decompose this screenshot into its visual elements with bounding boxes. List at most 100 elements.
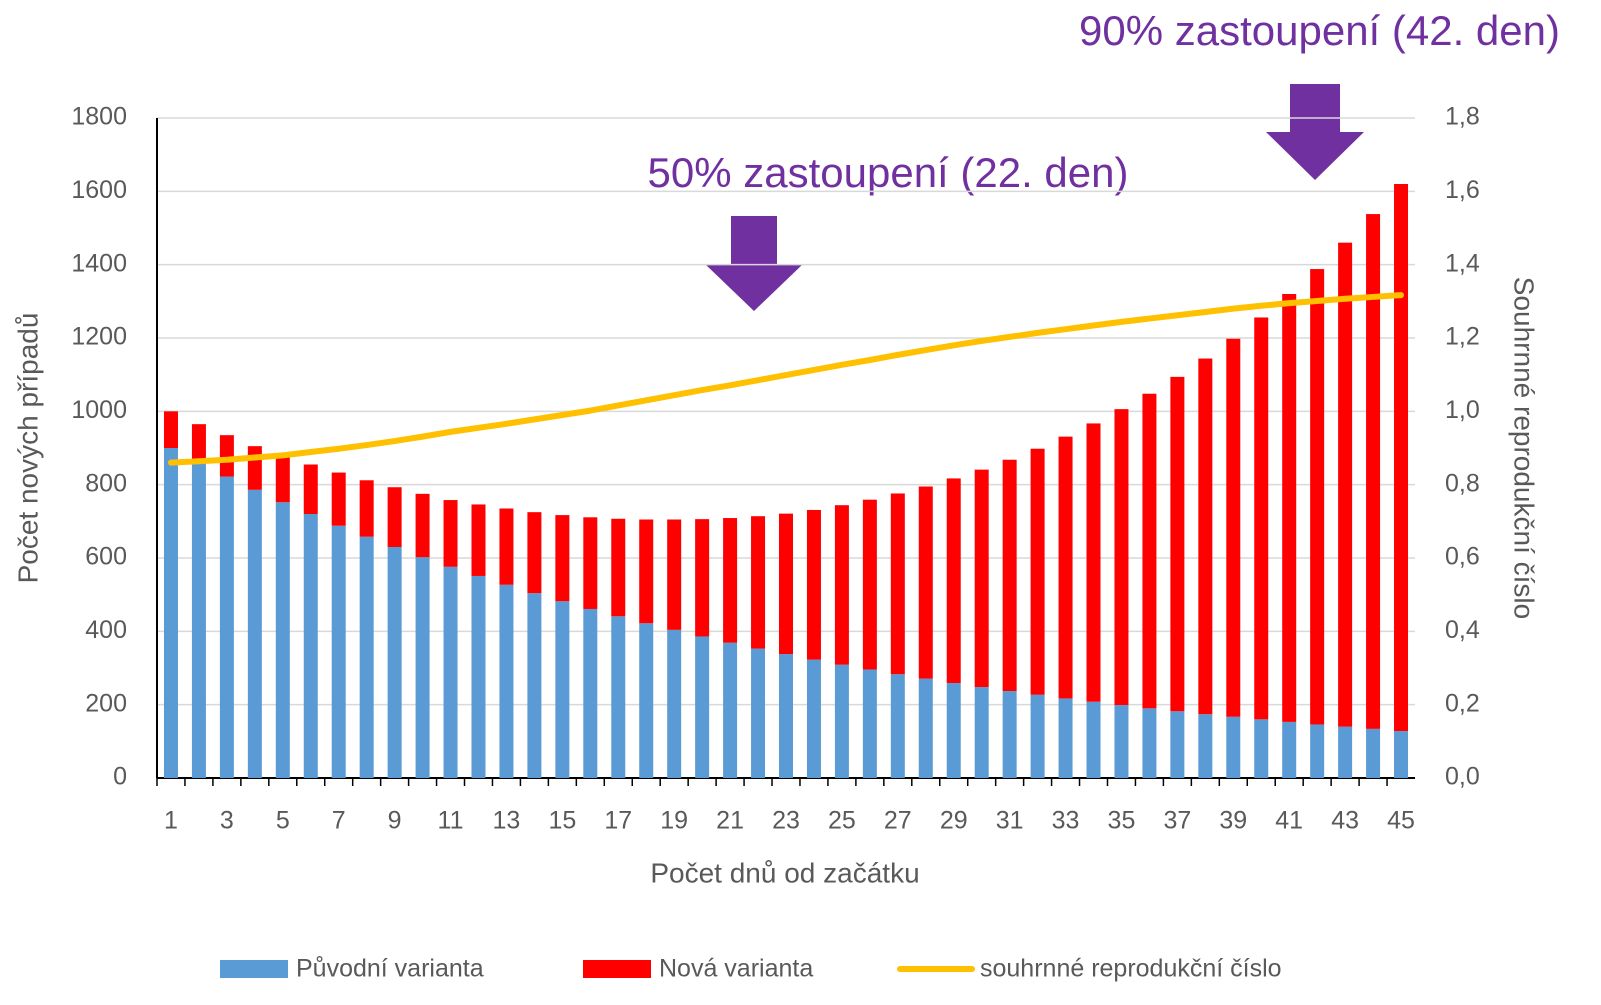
bar bbox=[163, 448, 178, 778]
x-tick-label: 17 bbox=[604, 807, 632, 835]
bar bbox=[415, 493, 430, 558]
y2-tick-label: 0,8 bbox=[1445, 469, 1480, 497]
legend-label: Původní varianta bbox=[296, 955, 484, 983]
y-tick-label: 1800 bbox=[71, 103, 127, 131]
bar bbox=[1002, 459, 1017, 692]
x-tick-label: 23 bbox=[772, 807, 800, 835]
y-tick-label: 1000 bbox=[71, 396, 127, 424]
annotation: 50% zastoupení (22. den) bbox=[648, 149, 1129, 196]
arrow bbox=[1266, 84, 1364, 180]
bar bbox=[974, 687, 989, 778]
bar bbox=[1282, 294, 1297, 722]
x-tick-label: 13 bbox=[493, 807, 521, 835]
bar bbox=[723, 642, 738, 778]
bar bbox=[1198, 358, 1213, 715]
bar bbox=[834, 664, 849, 778]
bar bbox=[443, 566, 458, 778]
y-tick-label: 0 bbox=[113, 763, 127, 791]
bar bbox=[1086, 701, 1101, 778]
x-tick-label: 11 bbox=[438, 807, 464, 835]
bar bbox=[555, 601, 570, 778]
bar bbox=[695, 636, 710, 778]
bar bbox=[331, 472, 346, 526]
x-tick-label: 9 bbox=[388, 807, 402, 835]
bar bbox=[583, 608, 598, 778]
x-tick-label: 19 bbox=[660, 807, 688, 835]
y2-tick-label: 0,4 bbox=[1445, 616, 1480, 644]
x-tick-label: 35 bbox=[1108, 807, 1136, 835]
y2-tick-label: 1,2 bbox=[1445, 323, 1480, 351]
bar bbox=[1170, 376, 1185, 712]
bar bbox=[1198, 714, 1213, 778]
legend-label: Nová varianta bbox=[659, 955, 813, 983]
x-tick-label: 21 bbox=[716, 807, 744, 835]
bar bbox=[1030, 448, 1045, 695]
bar bbox=[219, 476, 234, 778]
bar bbox=[639, 519, 654, 624]
bar bbox=[1310, 724, 1325, 778]
x-tick-label: 43 bbox=[1331, 807, 1359, 835]
bar bbox=[387, 487, 402, 547]
bar bbox=[974, 469, 989, 688]
bar bbox=[779, 513, 793, 655]
bar bbox=[1114, 705, 1129, 778]
bar bbox=[946, 683, 961, 778]
bar bbox=[751, 516, 766, 649]
bar bbox=[163, 411, 178, 448]
y-tick-label: 400 bbox=[85, 616, 127, 644]
bar bbox=[387, 547, 402, 778]
bar bbox=[331, 525, 346, 778]
bar bbox=[806, 509, 821, 660]
bar bbox=[946, 478, 961, 684]
x-tick-label: 3 bbox=[220, 807, 234, 835]
bar bbox=[862, 669, 877, 778]
bar bbox=[499, 584, 514, 778]
bar bbox=[219, 435, 234, 477]
bar bbox=[667, 519, 682, 630]
bar bbox=[1310, 269, 1325, 725]
legend-swatch bbox=[220, 960, 288, 978]
bar bbox=[1114, 409, 1129, 706]
bar bbox=[303, 514, 318, 778]
bar bbox=[1366, 728, 1381, 778]
bar bbox=[751, 648, 766, 778]
bar bbox=[1282, 721, 1297, 778]
x-tick-label: 45 bbox=[1387, 807, 1415, 835]
y-tick-label: 200 bbox=[85, 689, 127, 717]
y2-tick-label: 0,0 bbox=[1445, 763, 1480, 791]
y-tick-label: 1400 bbox=[71, 249, 127, 277]
bar bbox=[247, 489, 262, 778]
y-tick-label: 1600 bbox=[71, 176, 127, 204]
bar bbox=[1030, 694, 1045, 778]
bar bbox=[471, 575, 486, 778]
bar bbox=[1366, 214, 1381, 729]
y2-tick-label: 1,4 bbox=[1445, 249, 1480, 277]
bar bbox=[862, 499, 877, 670]
bar bbox=[415, 557, 430, 778]
y2-tick-label: 1,8 bbox=[1445, 103, 1480, 131]
bar bbox=[1170, 711, 1185, 778]
bar bbox=[1226, 716, 1241, 778]
bar bbox=[1142, 708, 1157, 778]
bar bbox=[1226, 338, 1241, 717]
bar bbox=[723, 518, 738, 643]
x-tick-label: 25 bbox=[828, 807, 856, 835]
bar bbox=[359, 536, 374, 778]
bar bbox=[779, 654, 793, 778]
bar bbox=[247, 446, 262, 490]
bar bbox=[443, 500, 458, 567]
bar bbox=[1058, 698, 1073, 778]
y2-axis-label: Souhrnné reprodukční číslo bbox=[1509, 277, 1540, 619]
bar bbox=[275, 502, 290, 778]
bar bbox=[1254, 719, 1269, 778]
bar bbox=[1254, 317, 1269, 720]
bar bbox=[890, 493, 905, 675]
bar bbox=[1086, 423, 1101, 702]
bar bbox=[275, 455, 290, 503]
x-axis-label: Počet dnů od začátku bbox=[650, 857, 919, 888]
y2-tick-label: 0,6 bbox=[1445, 543, 1480, 571]
bar bbox=[1394, 731, 1409, 778]
y2-tick-label: 0,2 bbox=[1445, 689, 1480, 717]
x-tick-label: 27 bbox=[884, 807, 912, 835]
